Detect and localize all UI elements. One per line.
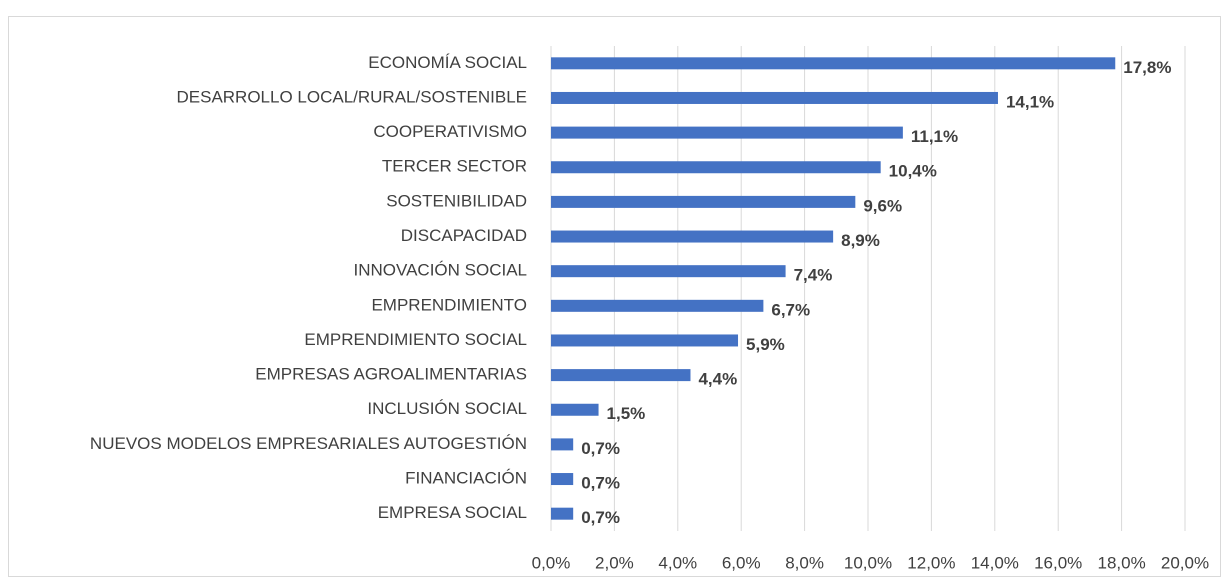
x-tick-label: 8,0% [785,553,824,572]
y-tick-label: NUEVOS MODELOS EMPRESARIALES AUTOGESTIÓN [90,434,527,453]
bar [551,507,574,520]
value-label: 10,4% [889,162,937,181]
y-tick-label: EMPRESA SOCIAL [378,503,527,522]
value-label: 0,7% [581,439,620,458]
bar [551,161,881,174]
x-tick-label: 0,0% [532,553,571,572]
bar [551,91,998,104]
y-tick-label: EMPRENDIMIENTO [371,295,527,314]
value-label: 14,1% [1006,92,1054,111]
y-tick-label: COOPERATIVISMO [373,122,527,141]
bar [551,230,834,243]
x-tick-label: 18,0% [1097,553,1145,572]
y-tick-label: EMPRENDIMIENTO SOCIAL [304,330,527,349]
y-tick-label: DESARROLLO LOCAL/RURAL/SOSTENIBLE [176,87,527,106]
y-tick-label: EMPRESAS AGROALIMENTARIAS [255,365,527,384]
x-tick-label: 14,0% [971,553,1019,572]
bar [551,265,786,278]
bar [551,473,574,486]
value-label: 0,7% [581,508,620,527]
bar [551,299,764,312]
y-tick-label: SOSTENIBILIDAD [386,191,527,210]
y-tick-label: INNOVACIÓN SOCIAL [354,261,528,280]
value-label: 9,6% [863,196,902,215]
value-label: 17,8% [1123,58,1171,77]
y-tick-label: DISCAPACIDAD [401,226,527,245]
bar [551,195,856,208]
y-tick-label: ECONOMÍA SOCIAL [368,53,527,72]
bar [551,57,1116,70]
y-tick-label: TERCER SECTOR [382,157,527,176]
x-tick-label: 6,0% [722,553,761,572]
value-label: 8,9% [841,231,880,250]
x-tick-label: 20,0% [1161,553,1209,572]
x-tick-label: 16,0% [1034,553,1082,572]
x-tick-label: 4,0% [658,553,697,572]
value-label: 4,4% [698,370,737,389]
value-label: 0,7% [581,474,620,493]
bar [551,126,903,139]
x-tick-label: 10,0% [844,553,892,572]
value-label: 7,4% [794,266,833,285]
bar [551,369,691,382]
value-label: 1,5% [607,404,646,423]
y-tick-label: INCLUSIÓN SOCIAL [367,399,527,418]
value-label: 11,1% [911,127,958,146]
x-tick-label: 12,0% [907,553,955,572]
x-tick-label: 2,0% [595,553,634,572]
y-tick-label: FINANCIACIÓN [405,469,527,488]
bar [551,403,599,416]
bar [551,334,739,347]
bar [551,438,574,451]
value-label: 5,9% [746,335,785,354]
value-label: 6,7% [771,300,810,319]
